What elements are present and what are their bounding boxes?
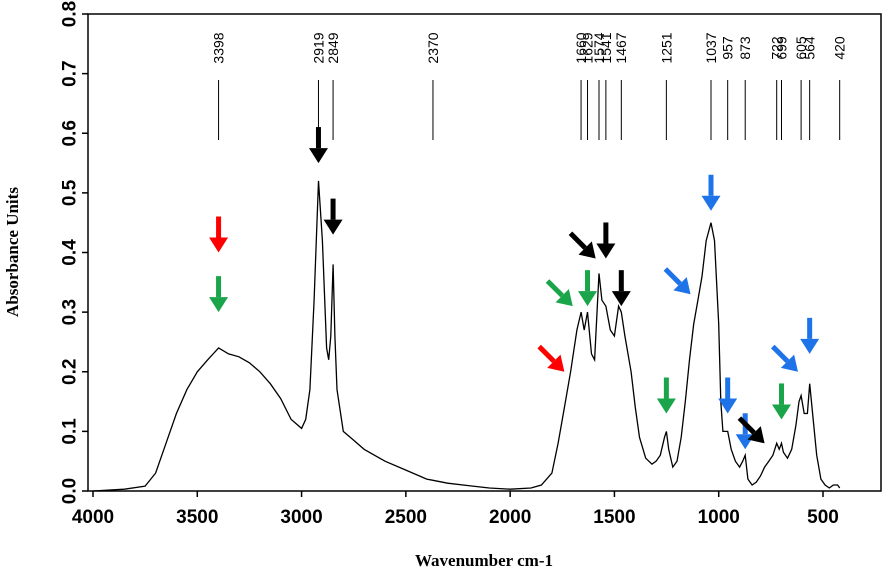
x-tick-label: 1000 (698, 507, 740, 528)
arrow-head (800, 338, 820, 354)
black-arrow (737, 416, 765, 444)
arrow-shaft (545, 279, 564, 298)
black-arrow (596, 222, 616, 259)
arrow-annotation-layer (209, 127, 820, 450)
x-tick-label: 4000 (72, 507, 114, 528)
green-arrow (209, 276, 229, 313)
arrow-head (701, 195, 721, 211)
y-tick-label: 0.4 (60, 239, 81, 266)
arrow-head (578, 241, 596, 259)
x-tick-label: 500 (807, 507, 839, 528)
peak-label: 957 (720, 36, 736, 60)
peak-label: 1629 (579, 32, 595, 63)
black-arrow (323, 198, 343, 235)
arrow-head (308, 148, 328, 164)
green-arrow (578, 270, 598, 307)
peak-label: 3398 (210, 32, 226, 63)
black-arrow (611, 270, 631, 307)
arrow-head (323, 219, 343, 235)
green-arrow (545, 279, 573, 307)
peak-label: 2919 (310, 32, 326, 63)
arrow-head (209, 297, 229, 313)
y-tick-label: 0.5 (60, 179, 81, 206)
arrow-head (611, 291, 631, 307)
y-tick-label: 0.3 (60, 299, 81, 325)
black-arrow (568, 231, 596, 259)
y-tick-label: 0.6 (60, 120, 81, 146)
arrow-shaft (663, 267, 682, 286)
peak-label: 2370 (425, 32, 441, 63)
peak-label: 420 (832, 36, 848, 60)
arrow-head (547, 354, 565, 372)
arrow-head (656, 398, 676, 414)
arrow-head (209, 237, 229, 253)
x-tick-label: 3500 (176, 507, 218, 528)
arrow-head (747, 426, 765, 444)
arrow-shaft (568, 231, 587, 250)
arrow-head (771, 404, 791, 420)
axis-layer: 0.0 0.1 0.2 0.3 0.4 0.5 0.6 0.7 0.8 4000 3500 3000 2… (60, 1, 839, 528)
arrow-head (718, 398, 738, 414)
arrow-shaft (737, 416, 756, 435)
peak-label: 722 (769, 36, 785, 60)
absorbance-spectrum-line (92, 180, 841, 492)
y-axis-title: Absorbance Units (3, 187, 22, 317)
x-tick-label: 1500 (593, 507, 635, 528)
y-tick-label: 0.8 (60, 1, 81, 27)
arrow-head (673, 277, 691, 295)
blue-arrow (701, 174, 721, 211)
red-arrow (209, 216, 229, 253)
arrow-shaft (771, 344, 790, 364)
peak-label: 605 (793, 36, 809, 60)
red-arrow (537, 344, 565, 372)
peak-label: 873 (737, 36, 753, 60)
y-tick-label: 0.2 (60, 359, 81, 385)
arrow-head (578, 291, 598, 307)
peak-label: 564 (802, 36, 818, 60)
peak-label: 2849 (325, 32, 341, 63)
green-arrow (771, 383, 791, 420)
peak-label: 1037 (703, 32, 719, 63)
arrow-head (555, 289, 573, 307)
peak-label: 1660 (573, 32, 589, 63)
x-axis-title: Wavenumber cm-1 (415, 551, 553, 570)
peak-label: 1541 (598, 32, 614, 63)
x-tick-label: 3000 (280, 507, 322, 528)
peak-label: 1467 (613, 32, 629, 63)
plot-area-frame (87, 13, 882, 492)
arrow-head (596, 243, 616, 259)
peak-label: 1251 (658, 32, 674, 63)
blue-arrow (771, 344, 798, 372)
x-tick-label: 2000 (489, 507, 531, 528)
x-tick-label: 2500 (385, 507, 427, 528)
peak-label: 699 (773, 36, 789, 60)
arrow-head (780, 354, 798, 372)
arrow-shaft (537, 344, 556, 364)
blue-arrow (718, 377, 738, 414)
black-arrow (308, 127, 328, 164)
blue-arrow (800, 317, 820, 354)
y-tick-label: 0.1 (60, 418, 81, 445)
y-tick-label: 0.7 (60, 60, 81, 86)
blue-arrow (663, 267, 691, 295)
y-tick-label: 0.0 (60, 478, 81, 504)
peak-label: 1574 (591, 32, 607, 63)
green-arrow (656, 377, 676, 414)
